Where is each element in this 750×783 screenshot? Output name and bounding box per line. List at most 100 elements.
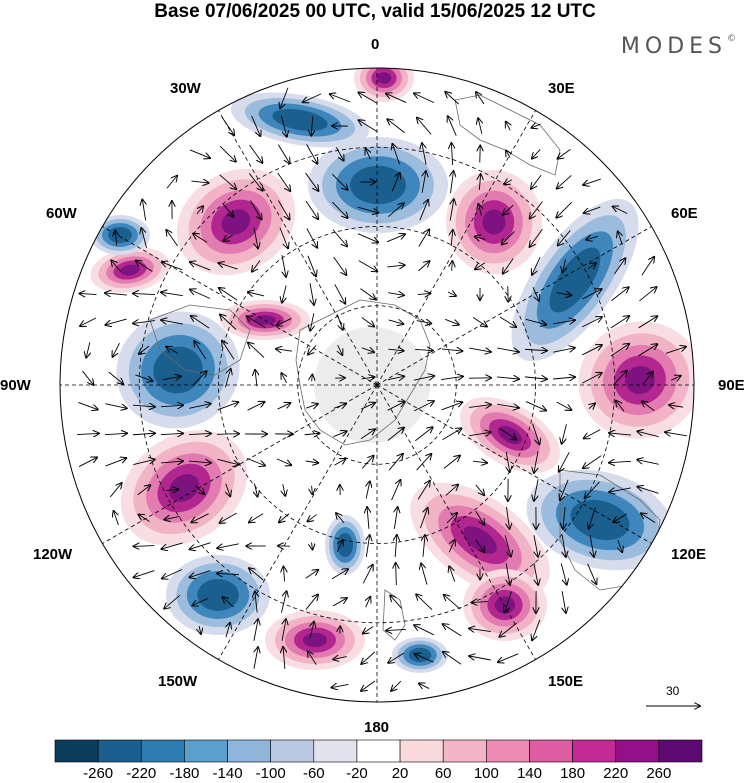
meridian-8 (102, 384, 378, 544)
wind-arrow-icon (413, 401, 434, 412)
negative-anomaly-13 (116, 311, 240, 429)
colorbar-tick-label: 140 (516, 765, 542, 782)
wind-arrow-icon (503, 258, 514, 273)
wind-arrow-icon (553, 320, 575, 324)
wind-arrow-icon (366, 149, 371, 160)
wind-arrow-icon (279, 227, 288, 248)
wind-arrow-icon (415, 427, 432, 442)
wind-arrow-icon (307, 255, 316, 276)
wind-arrow-icon (637, 487, 659, 494)
wind-arrow-icon (445, 485, 458, 496)
colorbar-tick-label: -220 (126, 765, 157, 782)
wind-arrow-icon (133, 293, 156, 294)
colorbar-tick-label: -260 (83, 765, 114, 782)
latitude-circle-2 (138, 146, 616, 624)
wind-arrow-icon (581, 317, 602, 328)
wind-arrow-icon (249, 200, 261, 220)
wind-arrow-icon (469, 628, 491, 631)
wind-arrow-icon (475, 262, 486, 270)
wind-arrow-icon (616, 401, 625, 412)
wind-arrow-icon (418, 230, 429, 247)
wind-arrow-icon (387, 265, 404, 267)
wind-arrow-icon (416, 454, 432, 471)
colorbar-tick-label: 260 (646, 765, 672, 782)
colorbar-swatch-8 (399, 739, 444, 763)
wind-arrow-icon (448, 116, 457, 136)
wind-arrow-icon (133, 321, 155, 324)
colorbar-tick-label: 100 (473, 765, 499, 782)
wind-arrow-icon (586, 236, 598, 239)
wind-arrow-icon (387, 428, 404, 441)
wind-arrow-icon (587, 263, 596, 269)
negative-anomaly-16 (230, 92, 370, 148)
wind-arrow-icon (584, 206, 601, 213)
wind-arrow-icon (559, 452, 570, 471)
wind-arrow-icon (331, 684, 349, 687)
wind-arrow-icon (189, 149, 210, 158)
wind-arrow-icon (556, 401, 572, 410)
wind-arrow-icon (475, 511, 484, 524)
positive-anomaly-6 (410, 482, 550, 598)
wind-arrow-icon (333, 256, 347, 275)
wind-arrow-icon (475, 237, 486, 240)
positive-anomaly-5 (265, 610, 365, 670)
wind-arrow-icon (216, 434, 239, 435)
wind-arrow-icon (104, 433, 127, 434)
wind-arrow-icon (249, 144, 263, 163)
wind-arrow-icon (504, 535, 511, 556)
wind-arrow-icon (637, 431, 659, 438)
wind-arrow-icon (451, 171, 454, 193)
wind-arrow-icon (391, 680, 402, 691)
map-border (59, 67, 695, 703)
wind-arrow-icon (665, 347, 686, 354)
meridian-1 (376, 110, 536, 386)
wind-arrow-icon (394, 507, 397, 529)
wind-arrow-icon (387, 203, 404, 218)
wind-arrow-icon (613, 513, 627, 522)
wind-arrow-icon (336, 513, 345, 524)
colorbar-tick-label: 220 (603, 765, 629, 782)
wind-arrow-icon (194, 341, 207, 360)
wind-arrow-icon (557, 175, 572, 188)
wind-arrow-icon (190, 289, 211, 299)
wind-arrow-icon (582, 289, 601, 300)
wind-arrow-icon (305, 595, 318, 610)
wind-arrow-icon (525, 377, 547, 379)
wind-arrow-icon (386, 234, 405, 243)
wind-arrow-icon (161, 461, 183, 463)
wind-arrow-icon (443, 652, 462, 665)
wind-arrow-icon (222, 597, 234, 608)
wind-arrow-icon (469, 348, 491, 352)
wind-arrow-icon (105, 318, 127, 325)
wind-arrow-icon (164, 594, 181, 608)
colorbar-swatch-2 (140, 739, 185, 763)
colorbar-tick-label: -180 (169, 765, 200, 782)
latitude-circle-1 (218, 226, 536, 544)
wind-arrow-icon (669, 405, 684, 407)
wind-arrow-icon (80, 317, 97, 326)
wind-arrow-icon (132, 433, 155, 435)
wind-arrow-icon (282, 255, 286, 277)
wind-arrow-icon (613, 207, 628, 214)
wind-arrow-icon (499, 428, 517, 439)
wind-arrow-icon (503, 204, 514, 215)
wind-arrow-icon (476, 92, 485, 105)
wind-arrow-icon (609, 433, 631, 435)
reference-vector-label: 30 (666, 684, 680, 698)
wind-arrow-icon (105, 458, 127, 467)
wind-arrow-icon (226, 623, 230, 638)
wind-arrow-icon (114, 511, 119, 526)
wind-arrow-icon (360, 429, 375, 440)
wind-arrow-icon (276, 458, 291, 465)
wind-arrow-icon (163, 376, 181, 379)
wind-arrow-icon (136, 261, 153, 272)
wind-arrow-icon (190, 570, 211, 578)
wind-arrow-icon (304, 433, 320, 435)
wind-arrow-icon (191, 513, 209, 523)
wind-arrow-icon (191, 316, 210, 329)
wind-arrow-icon (247, 316, 266, 329)
wind-arrow-icon (222, 203, 234, 216)
wind-arrow-icon (109, 483, 121, 498)
wind-arrow-icon (534, 451, 539, 473)
wind-arrow-icon (137, 485, 151, 496)
